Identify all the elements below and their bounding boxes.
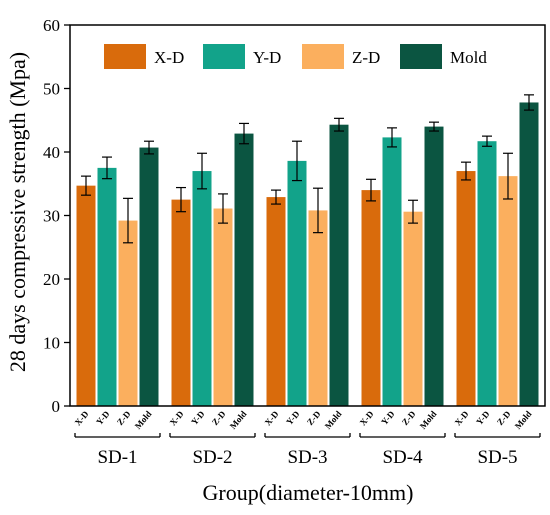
sub-category-label: Y-D (94, 408, 112, 426)
y-axis-title: 28 days compressive strength (Mpa) (5, 52, 30, 372)
bar-sd-1-z-d (118, 220, 138, 406)
bar-sd-5-mold (519, 102, 539, 406)
sub-category-label: X-D (453, 408, 471, 427)
bar-sd-4-mold (424, 126, 444, 406)
y-tick-label: 60 (43, 16, 60, 35)
bar-sd-4-z-d (403, 211, 423, 406)
bar-sd-5-y-d (477, 141, 497, 406)
sub-category-label: Y-D (189, 408, 207, 426)
y-tick-label: 0 (52, 397, 61, 416)
bar-sd-4-x-d (361, 190, 381, 406)
bar-sd-1-x-d (76, 185, 96, 406)
legend-swatch-x-d (104, 44, 146, 69)
bar-sd-5-z-d (498, 176, 518, 406)
group-label: SD-4 (382, 447, 423, 468)
sub-category-label: Y-D (379, 408, 397, 426)
sub-category-label: Mold (323, 409, 344, 431)
bar-sd-4-y-d (382, 137, 402, 406)
bar-sd-1-y-d (97, 167, 117, 406)
sub-category-label: Y-D (474, 408, 492, 426)
y-axis: 0 10 20 30 40 50 60 (43, 16, 70, 416)
bar-sd-2-x-d (171, 199, 191, 406)
sub-category-label: Y-D (284, 408, 302, 426)
bar-sd-2-y-d (192, 171, 212, 406)
group-label: SD-5 (477, 447, 517, 468)
bar-sd-2-mold (234, 133, 254, 406)
y-tick-label: 20 (43, 270, 60, 289)
legend: X-D Y-D Z-D Mold (104, 44, 487, 69)
bar-sd-3-y-d (287, 160, 307, 406)
bar-sd-5-x-d (456, 171, 476, 406)
legend-swatch-z-d (302, 44, 344, 69)
sub-category-label: X-D (168, 408, 186, 427)
bars-layer (76, 102, 539, 406)
sub-category-label: Z-D (305, 408, 323, 427)
error-bars-layer (81, 94, 534, 244)
group-label: SD-2 (192, 447, 232, 468)
bar-sd-1-mold (139, 147, 159, 406)
sub-category-label: Mold (418, 409, 439, 431)
y-tick-label: 10 (43, 334, 60, 353)
sub-category-label: X-D (73, 408, 91, 427)
sub-category-label: Z-D (115, 408, 133, 427)
x-axis-title: Group(diameter-10mm) (203, 480, 414, 505)
sub-category-label: Mold (133, 409, 154, 431)
sub-category-label: X-D (358, 408, 376, 427)
bar-sd-3-mold (329, 124, 349, 406)
legend-swatch-y-d (203, 44, 245, 69)
sub-category-label: Z-D (210, 408, 228, 427)
sub-category-label: Z-D (495, 408, 513, 427)
sub-category-label: Mold (228, 409, 249, 431)
legend-label-mold: Mold (450, 48, 487, 67)
legend-label-y-d: Y-D (253, 48, 281, 67)
group-label: SD-3 (287, 447, 327, 468)
sub-category-label: Z-D (400, 408, 418, 427)
legend-swatch-mold (400, 44, 442, 69)
bar-sd-3-z-d (308, 210, 328, 406)
sub-category-label: X-D (263, 408, 281, 427)
bar-sd-3-x-d (266, 197, 286, 406)
legend-label-z-d: Z-D (352, 48, 380, 67)
y-tick-label: 40 (43, 143, 60, 162)
legend-label-x-d: X-D (154, 48, 184, 67)
group-label: SD-1 (97, 447, 137, 468)
bar-sd-2-z-d (213, 208, 233, 406)
sub-category-label: Mold (513, 409, 534, 431)
y-tick-label: 50 (43, 80, 60, 99)
y-tick-label: 30 (43, 207, 60, 226)
